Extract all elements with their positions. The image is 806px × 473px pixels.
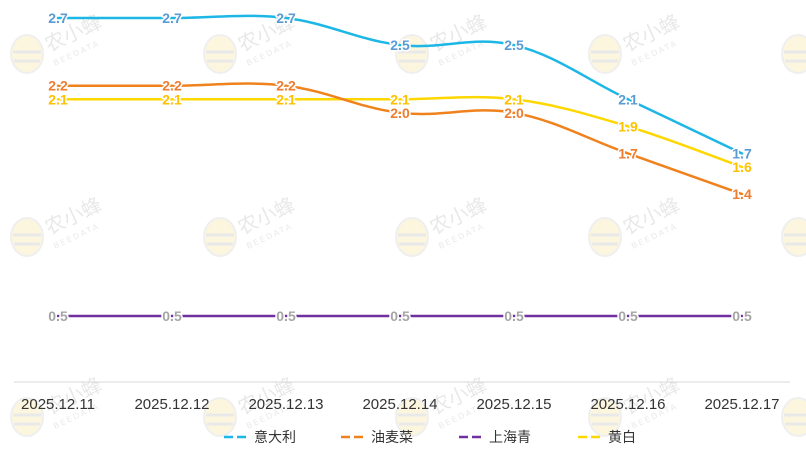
bee-outline — [781, 397, 806, 437]
x-tick-label: 2025.12.16 — [590, 396, 665, 413]
data-label: 0.5 — [504, 308, 524, 324]
data-label: 2.0 — [504, 105, 524, 121]
bee-outline — [781, 217, 806, 257]
bee-outline — [203, 217, 237, 257]
bee-icon — [11, 398, 43, 436]
bee-outline — [395, 217, 429, 257]
series-lines — [56, 14, 744, 318]
bee-icon — [396, 398, 428, 436]
bee-outline — [203, 397, 237, 437]
bee-icon — [589, 35, 621, 73]
bee-icon — [589, 398, 621, 436]
data-label: 1.9 — [618, 118, 638, 134]
data-label: 1.7 — [732, 145, 752, 161]
bee-icon — [204, 398, 236, 436]
series-line-1 — [56, 14, 744, 155]
data-label: 2.2 — [48, 78, 68, 94]
data-label: 0.5 — [276, 308, 296, 324]
bee-outline — [588, 34, 622, 74]
bee-icon — [782, 398, 806, 436]
data-label: 0.5 — [732, 308, 752, 324]
x-tick-label: 2025.12.12 — [134, 396, 209, 413]
bee-icon — [782, 35, 806, 73]
data-label: 2.5 — [504, 37, 524, 53]
bee-outline — [781, 34, 806, 74]
bee-outline — [10, 34, 44, 74]
legend-item[interactable]: 黄白 — [578, 429, 636, 446]
data-label: 2.2 — [276, 78, 296, 94]
bee-icon — [589, 218, 621, 256]
bee-outline — [395, 34, 429, 74]
bee-icon — [11, 218, 43, 256]
data-label: 2.1 — [618, 91, 638, 107]
bee-outline — [203, 34, 237, 74]
x-tick-labels: 2025.12.11 2025.12.12 2025.12.13 2025.12.14… — [21, 396, 780, 413]
data-label: 2.7 — [48, 10, 68, 26]
data-label: 2.1 — [504, 91, 524, 107]
data-label: 0.5 — [618, 308, 638, 324]
x-tick-label: 2025.12.17 — [704, 396, 779, 413]
bee-icon — [204, 218, 236, 256]
data-label: 2.1 — [162, 91, 182, 107]
data-label: 2.7 — [162, 10, 182, 26]
data-label: 2.0 — [390, 105, 410, 121]
legend-item[interactable]: 油麦菜 — [341, 430, 413, 446]
x-tick-label: 2025.12.15 — [476, 396, 551, 413]
data-label: 2.1 — [48, 91, 68, 107]
bee-icon — [782, 218, 806, 256]
data-label: 2.5 — [390, 37, 410, 53]
legend-label: 黄白 — [608, 429, 636, 446]
legend-label: 上海青 — [489, 430, 531, 446]
series-line-2 — [56, 82, 744, 196]
series-line-4 — [56, 95, 744, 169]
data-label: 2.7 — [276, 10, 296, 26]
x-tick-label: 2025.12.13 — [248, 396, 323, 413]
bee-icon — [204, 35, 236, 73]
legend: 意大利 油麦菜 上海青 黄白 — [224, 429, 636, 446]
bee-outline — [10, 217, 44, 257]
data-label: 1.6 — [732, 159, 752, 175]
data-label: 1.7 — [618, 145, 638, 161]
data-labels: 2.7 2.7 2.72.5 2.52.11.72.2 2.2 2.22.0 2.01.71… — [47, 9, 754, 326]
x-tick-label: 2025.12.11 — [21, 396, 95, 413]
bee-outline — [395, 397, 429, 437]
data-label: 0.5 — [48, 308, 68, 324]
data-label: 0.5 — [162, 308, 182, 324]
bee-outline — [588, 397, 622, 437]
data-label: 0.5 — [390, 308, 410, 324]
data-label: 2.1 — [276, 91, 296, 107]
bee-outline — [588, 217, 622, 257]
legend-label: 油麦菜 — [371, 430, 413, 446]
bee-icon — [11, 35, 43, 73]
data-label: 2.2 — [162, 78, 182, 94]
x-tick-label: 2025.12.14 — [362, 396, 437, 413]
data-label: 1.4 — [732, 186, 752, 202]
data-label: 2.1 — [390, 91, 410, 107]
bee-outline — [10, 397, 44, 437]
legend-item[interactable]: 上海青 — [459, 430, 531, 446]
legend-label: 意大利 — [254, 429, 296, 446]
legend-item[interactable]: 意大利 — [224, 429, 296, 446]
bee-icon — [396, 218, 428, 256]
